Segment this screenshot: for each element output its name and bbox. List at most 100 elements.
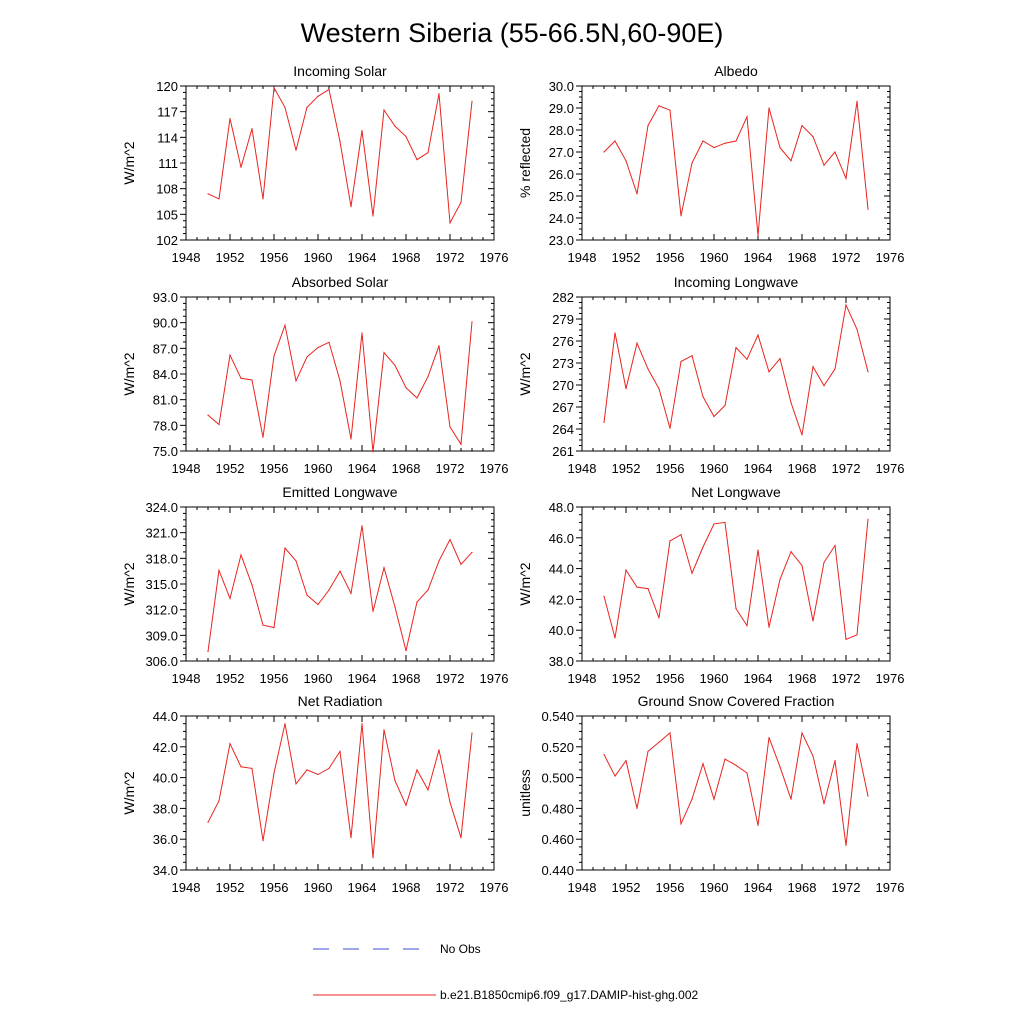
data-point xyxy=(647,368,649,370)
data-point xyxy=(295,783,297,785)
data-point xyxy=(207,650,209,653)
data-point xyxy=(328,88,330,91)
x-tick-label: 1972 xyxy=(436,461,465,476)
data-point xyxy=(460,837,462,839)
data-point xyxy=(724,521,726,524)
x-tick-label: 1964 xyxy=(348,461,377,476)
data-point xyxy=(790,402,792,404)
data-point xyxy=(361,525,363,527)
data-point xyxy=(427,589,429,591)
y-tick-label: 34.0 xyxy=(153,863,178,878)
x-tick-label: 1972 xyxy=(436,250,465,265)
data-point xyxy=(361,129,363,132)
data-point xyxy=(427,152,429,154)
data-point xyxy=(339,141,341,143)
y-axis-label: W/m^2 xyxy=(517,562,533,605)
y-tick-label: 309.0 xyxy=(145,628,178,643)
y-tick-label: 28.0 xyxy=(549,123,574,138)
y-axis-label: % reflected xyxy=(517,128,533,198)
data-point xyxy=(867,371,869,373)
data-point xyxy=(801,732,803,734)
data-point xyxy=(240,377,242,379)
data-point xyxy=(757,549,759,551)
data-point xyxy=(834,760,836,762)
data-point xyxy=(273,355,275,357)
x-tick-label: 1976 xyxy=(480,671,509,686)
data-point xyxy=(658,105,660,107)
data-point xyxy=(625,569,627,571)
x-tick-label: 1972 xyxy=(832,671,861,686)
data-point xyxy=(317,95,319,97)
x-tick-label: 1968 xyxy=(788,880,817,895)
data-point xyxy=(735,347,737,349)
y-tick-label: 0.440 xyxy=(541,863,574,878)
data-point xyxy=(438,749,440,751)
data-point xyxy=(823,385,825,387)
panel-title: Absorbed Solar xyxy=(292,274,389,290)
x-tick-label: 1964 xyxy=(744,250,773,265)
panel: Incoming Solar W/m^2 1948 1952 1956 1960 1964 1… xyxy=(121,63,508,265)
data-point xyxy=(614,775,616,777)
x-tick-label: 1972 xyxy=(436,671,465,686)
data-point xyxy=(251,584,253,586)
x-tick-label: 1956 xyxy=(260,461,289,476)
x-tick-label: 1964 xyxy=(348,250,377,265)
data-point xyxy=(460,201,462,203)
data-point xyxy=(735,764,737,766)
x-tick-label: 1976 xyxy=(480,250,509,265)
data-point xyxy=(691,162,693,164)
data-point xyxy=(702,396,704,398)
data-point xyxy=(779,578,781,580)
data-point xyxy=(361,723,363,725)
data-point xyxy=(207,414,209,416)
data-point xyxy=(625,160,627,162)
data-point xyxy=(240,166,242,168)
data-point xyxy=(284,723,286,725)
data-point xyxy=(350,837,352,839)
legend-no-obs-label: No Obs xyxy=(440,942,481,956)
y-tick-label: 0.520 xyxy=(541,740,574,755)
x-tick-label: 1964 xyxy=(348,671,377,686)
data-point xyxy=(757,824,759,826)
data-point xyxy=(471,100,473,102)
data-point xyxy=(416,397,418,399)
y-tick-label: 44.0 xyxy=(153,709,178,724)
x-tick-label: 1968 xyxy=(392,671,421,686)
x-tick-label: 1968 xyxy=(788,671,817,686)
data-point xyxy=(834,368,836,370)
data-point xyxy=(339,380,341,382)
series-line xyxy=(207,86,473,225)
data-point xyxy=(867,518,869,520)
x-tick-label: 1960 xyxy=(700,880,729,895)
data-point xyxy=(350,592,352,595)
data-point xyxy=(262,436,264,438)
y-axis-label: W/m^2 xyxy=(121,771,137,814)
y-tick-label: 120 xyxy=(156,79,178,94)
y-tick-label: 318.0 xyxy=(145,551,178,566)
x-tick-label: 1976 xyxy=(876,461,905,476)
data-point xyxy=(746,772,748,774)
series-line xyxy=(603,731,869,846)
x-tick-label: 1976 xyxy=(876,880,905,895)
data-point xyxy=(427,789,429,791)
panel-title: Ground Snow Covered Fraction xyxy=(638,693,835,709)
series-line xyxy=(603,519,869,641)
data-point xyxy=(823,561,825,564)
data-point xyxy=(669,540,671,542)
data-point xyxy=(306,106,308,108)
y-tick-label: 42.0 xyxy=(549,592,574,607)
data-point xyxy=(218,800,220,802)
data-point xyxy=(845,177,847,179)
data-point xyxy=(625,760,627,762)
data-point xyxy=(724,404,726,407)
plot-frame xyxy=(185,85,495,241)
data-point xyxy=(735,140,737,142)
y-tick-label: 44.0 xyxy=(549,562,574,577)
x-tick-label: 1948 xyxy=(172,461,201,476)
y-tick-label: 23.0 xyxy=(549,233,574,248)
data-point xyxy=(724,758,726,760)
x-tick-label: 1968 xyxy=(788,461,817,476)
data-point xyxy=(856,328,858,330)
data-point xyxy=(614,332,616,334)
y-tick-label: 114 xyxy=(157,130,178,145)
